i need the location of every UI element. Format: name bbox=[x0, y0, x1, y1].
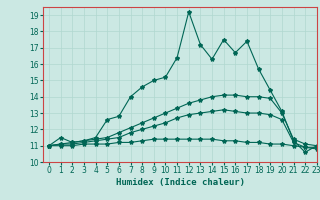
X-axis label: Humidex (Indice chaleur): Humidex (Indice chaleur) bbox=[116, 178, 244, 187]
